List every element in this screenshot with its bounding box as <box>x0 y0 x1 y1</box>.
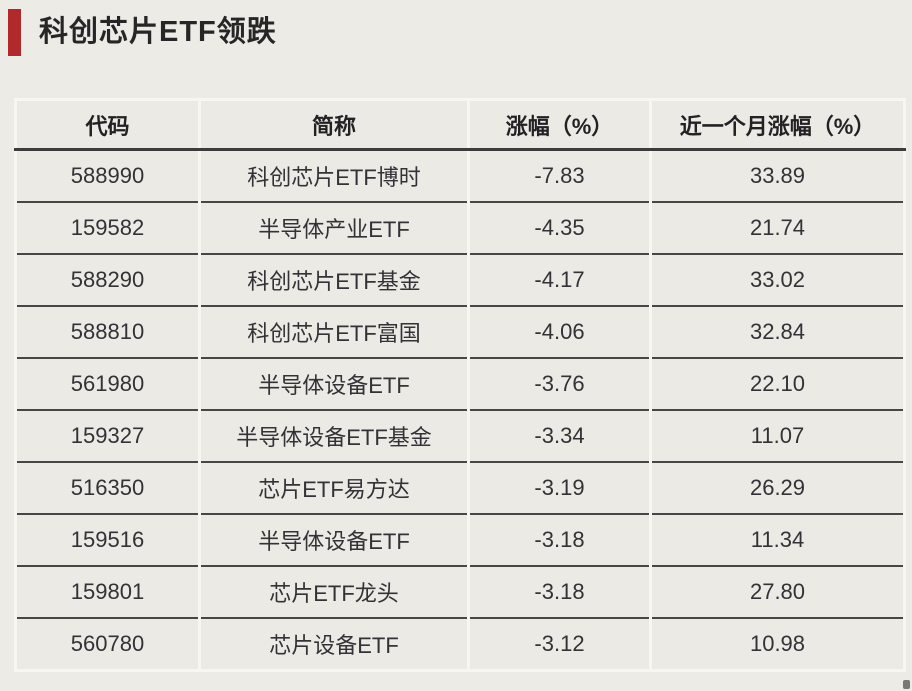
name-cell: 半导体设备ETF <box>199 514 470 567</box>
table-row: 159327 半导体设备ETF基金 -3.34 11.07 <box>15 410 905 463</box>
change-cell: -3.18 <box>468 566 652 619</box>
code-cell: 516350 <box>15 462 201 515</box>
change-cell: -3.34 <box>468 410 652 463</box>
name-cell: 半导体产业ETF <box>199 202 470 255</box>
col-header-change: 涨幅（%） <box>468 99 652 151</box>
change-cell: -3.76 <box>468 358 652 411</box>
name-cell: 半导体设备ETF <box>199 358 470 411</box>
month-change-cell: 11.07 <box>650 410 905 463</box>
month-change-cell: 33.02 <box>650 254 905 307</box>
code-cell: 159516 <box>15 514 201 567</box>
table-row: 588990 科创芯片ETF博时 -7.83 33.89 <box>15 149 905 203</box>
code-cell: 561980 <box>15 358 201 411</box>
table-row: 588810 科创芯片ETF富国 -4.06 32.84 <box>15 306 905 359</box>
name-cell: 芯片ETF龙头 <box>199 566 470 619</box>
month-change-cell: 27.80 <box>650 566 905 619</box>
code-cell: 159327 <box>15 410 201 463</box>
code-cell: 588290 <box>15 254 201 307</box>
table-row: 159582 半导体产业ETF -4.35 21.74 <box>15 202 905 255</box>
month-change-cell: 10.98 <box>749 631 806 656</box>
change-cell: -3.18 <box>468 514 652 567</box>
table-body: 588990 科创芯片ETF博时 -7.83 33.89 159582 半导体产业ETF -… <box>15 149 905 671</box>
corner-artifact <box>903 680 910 689</box>
code-cell: 588990 <box>15 149 201 203</box>
change-cell: -3.19 <box>468 462 652 515</box>
table-row: 516350 芯片ETF易方达 -3.19 26.29 <box>15 462 905 515</box>
title-accent-bar <box>8 9 21 56</box>
name-cell: 芯片ETF易方达 <box>199 462 470 515</box>
month-change-cell: 11.34 <box>650 514 905 567</box>
code-cell: 159582 <box>15 202 201 255</box>
month-change-cell: 21.74 <box>650 202 905 255</box>
col-header-month-change: 近一个月涨幅（%） <box>650 99 905 151</box>
title-block: 科创芯片ETF领跌 <box>8 9 277 56</box>
table-row: 561980 半导体设备ETF -3.76 22.10 <box>15 358 905 411</box>
col-header-code: 代码 <box>15 99 201 151</box>
name-cell: 芯片设备ETF <box>199 618 470 671</box>
table-row: 560780 芯片设备ETF -3.12 10.98 <box>15 618 905 671</box>
name-cell: 科创芯片ETF基金 <box>199 254 470 307</box>
col-header-name: 简称 <box>199 99 470 151</box>
code-cell: 588810 <box>15 306 201 359</box>
code-cell: 159801 <box>15 566 201 619</box>
page-title: 科创芯片ETF领跌 <box>39 16 277 48</box>
name-cell: 半导体设备ETF基金 <box>199 410 470 463</box>
month-change-cell: 22.10 <box>650 358 905 411</box>
table-header-row: 代码 简称 涨幅（%） 近一个月涨幅（%） <box>15 99 905 151</box>
change-cell: -4.35 <box>468 202 652 255</box>
change-cell: -4.06 <box>468 306 652 359</box>
table-row: 159516 半导体设备ETF -3.18 11.34 <box>15 514 905 567</box>
month-change-cell: 33.89 <box>650 149 905 203</box>
code-cell: 560780 <box>15 618 201 671</box>
table-row: 159801 芯片ETF龙头 -3.18 27.80 <box>15 566 905 619</box>
change-cell: -7.83 <box>468 149 652 203</box>
etf-table: 代码 简称 涨幅（%） 近一个月涨幅（%） 588990 科创芯片ETF博时 -7.… <box>14 98 906 672</box>
month-change-cell: 26.29 <box>650 462 905 515</box>
month-change-cell: 32.84 <box>650 306 905 359</box>
name-cell: 科创芯片ETF富国 <box>199 306 470 359</box>
table-row: 588290 科创芯片ETF基金 -4.17 33.02 <box>15 254 905 307</box>
name-cell: 科创芯片ETF博时 <box>199 149 470 203</box>
table-header: 代码 简称 涨幅（%） 近一个月涨幅（%） <box>15 99 905 151</box>
change-cell: -3.12 <box>468 618 652 671</box>
change-cell: -4.17 <box>468 254 652 307</box>
